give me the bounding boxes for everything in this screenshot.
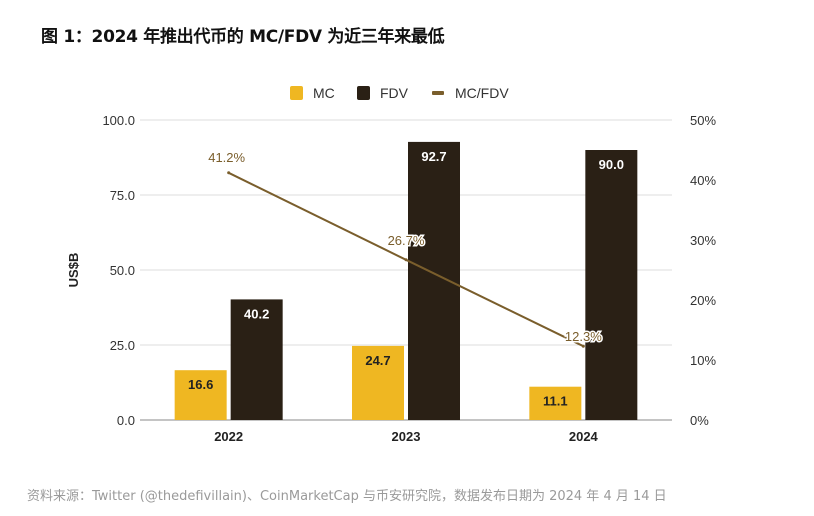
source-note: 资料来源：Twitter (@thedefivillain)、CoinMarke…	[27, 489, 667, 504]
bar-fdv	[230, 299, 283, 420]
x-tick-label: 2024	[569, 429, 599, 444]
y-axis-label: US$B	[66, 253, 81, 288]
legend-swatch-mc	[290, 86, 303, 100]
bar-mc	[352, 345, 404, 420]
data-label: 24.7	[365, 353, 390, 368]
y2-tick-label: 0%	[690, 413, 709, 428]
y2-tick-label: 20%	[690, 293, 716, 308]
legend-label: FDV	[380, 85, 409, 101]
x-tick-label: 2022	[214, 429, 243, 444]
y2-tick-label: 40%	[690, 173, 716, 188]
legend-swatch-fdv	[357, 86, 370, 100]
bar-fdv	[585, 150, 638, 420]
y-tick-label: 0.0	[117, 413, 135, 428]
bar-mc	[529, 386, 582, 420]
y-tick-label: 25.0	[110, 338, 135, 353]
y-tick-label: 50.0	[110, 263, 135, 278]
line-data-label: 12.3%	[565, 329, 602, 344]
x-tick-label: 2023	[392, 429, 421, 444]
line-point	[581, 344, 585, 348]
y2-tick-label: 50%	[690, 113, 716, 128]
legend-label: MC/FDV	[455, 85, 509, 101]
data-label: 16.6	[188, 377, 213, 392]
legend-label: MC	[313, 85, 335, 101]
line-point	[227, 171, 231, 175]
bar-fdv	[408, 141, 460, 420]
data-label: 40.2	[244, 306, 269, 321]
data-label: 92.7	[421, 149, 446, 164]
line-data-label: 26.7%	[388, 233, 425, 248]
line-data-label: 41.2%	[208, 150, 245, 165]
y2-tick-label: 10%	[690, 353, 716, 368]
legend-swatch-mc-fdv	[432, 91, 444, 95]
chart: 0.0 25.0 50.0 75.0 100.0 0% 10% 20% 30% 40% 50% US$…	[66, 85, 716, 444]
data-label: 11.1	[543, 394, 568, 409]
data-label: 90.0	[599, 157, 624, 172]
bar-mc	[174, 370, 227, 420]
y-tick-label: 75.0	[110, 188, 135, 203]
y-tick-label: 100.0	[102, 113, 135, 128]
y2-tick-label: 30%	[690, 233, 716, 248]
line-point	[404, 258, 408, 262]
chart-title: 图 1：2024 年推出代币的 MC/FDV 为近三年来最低	[41, 27, 445, 47]
